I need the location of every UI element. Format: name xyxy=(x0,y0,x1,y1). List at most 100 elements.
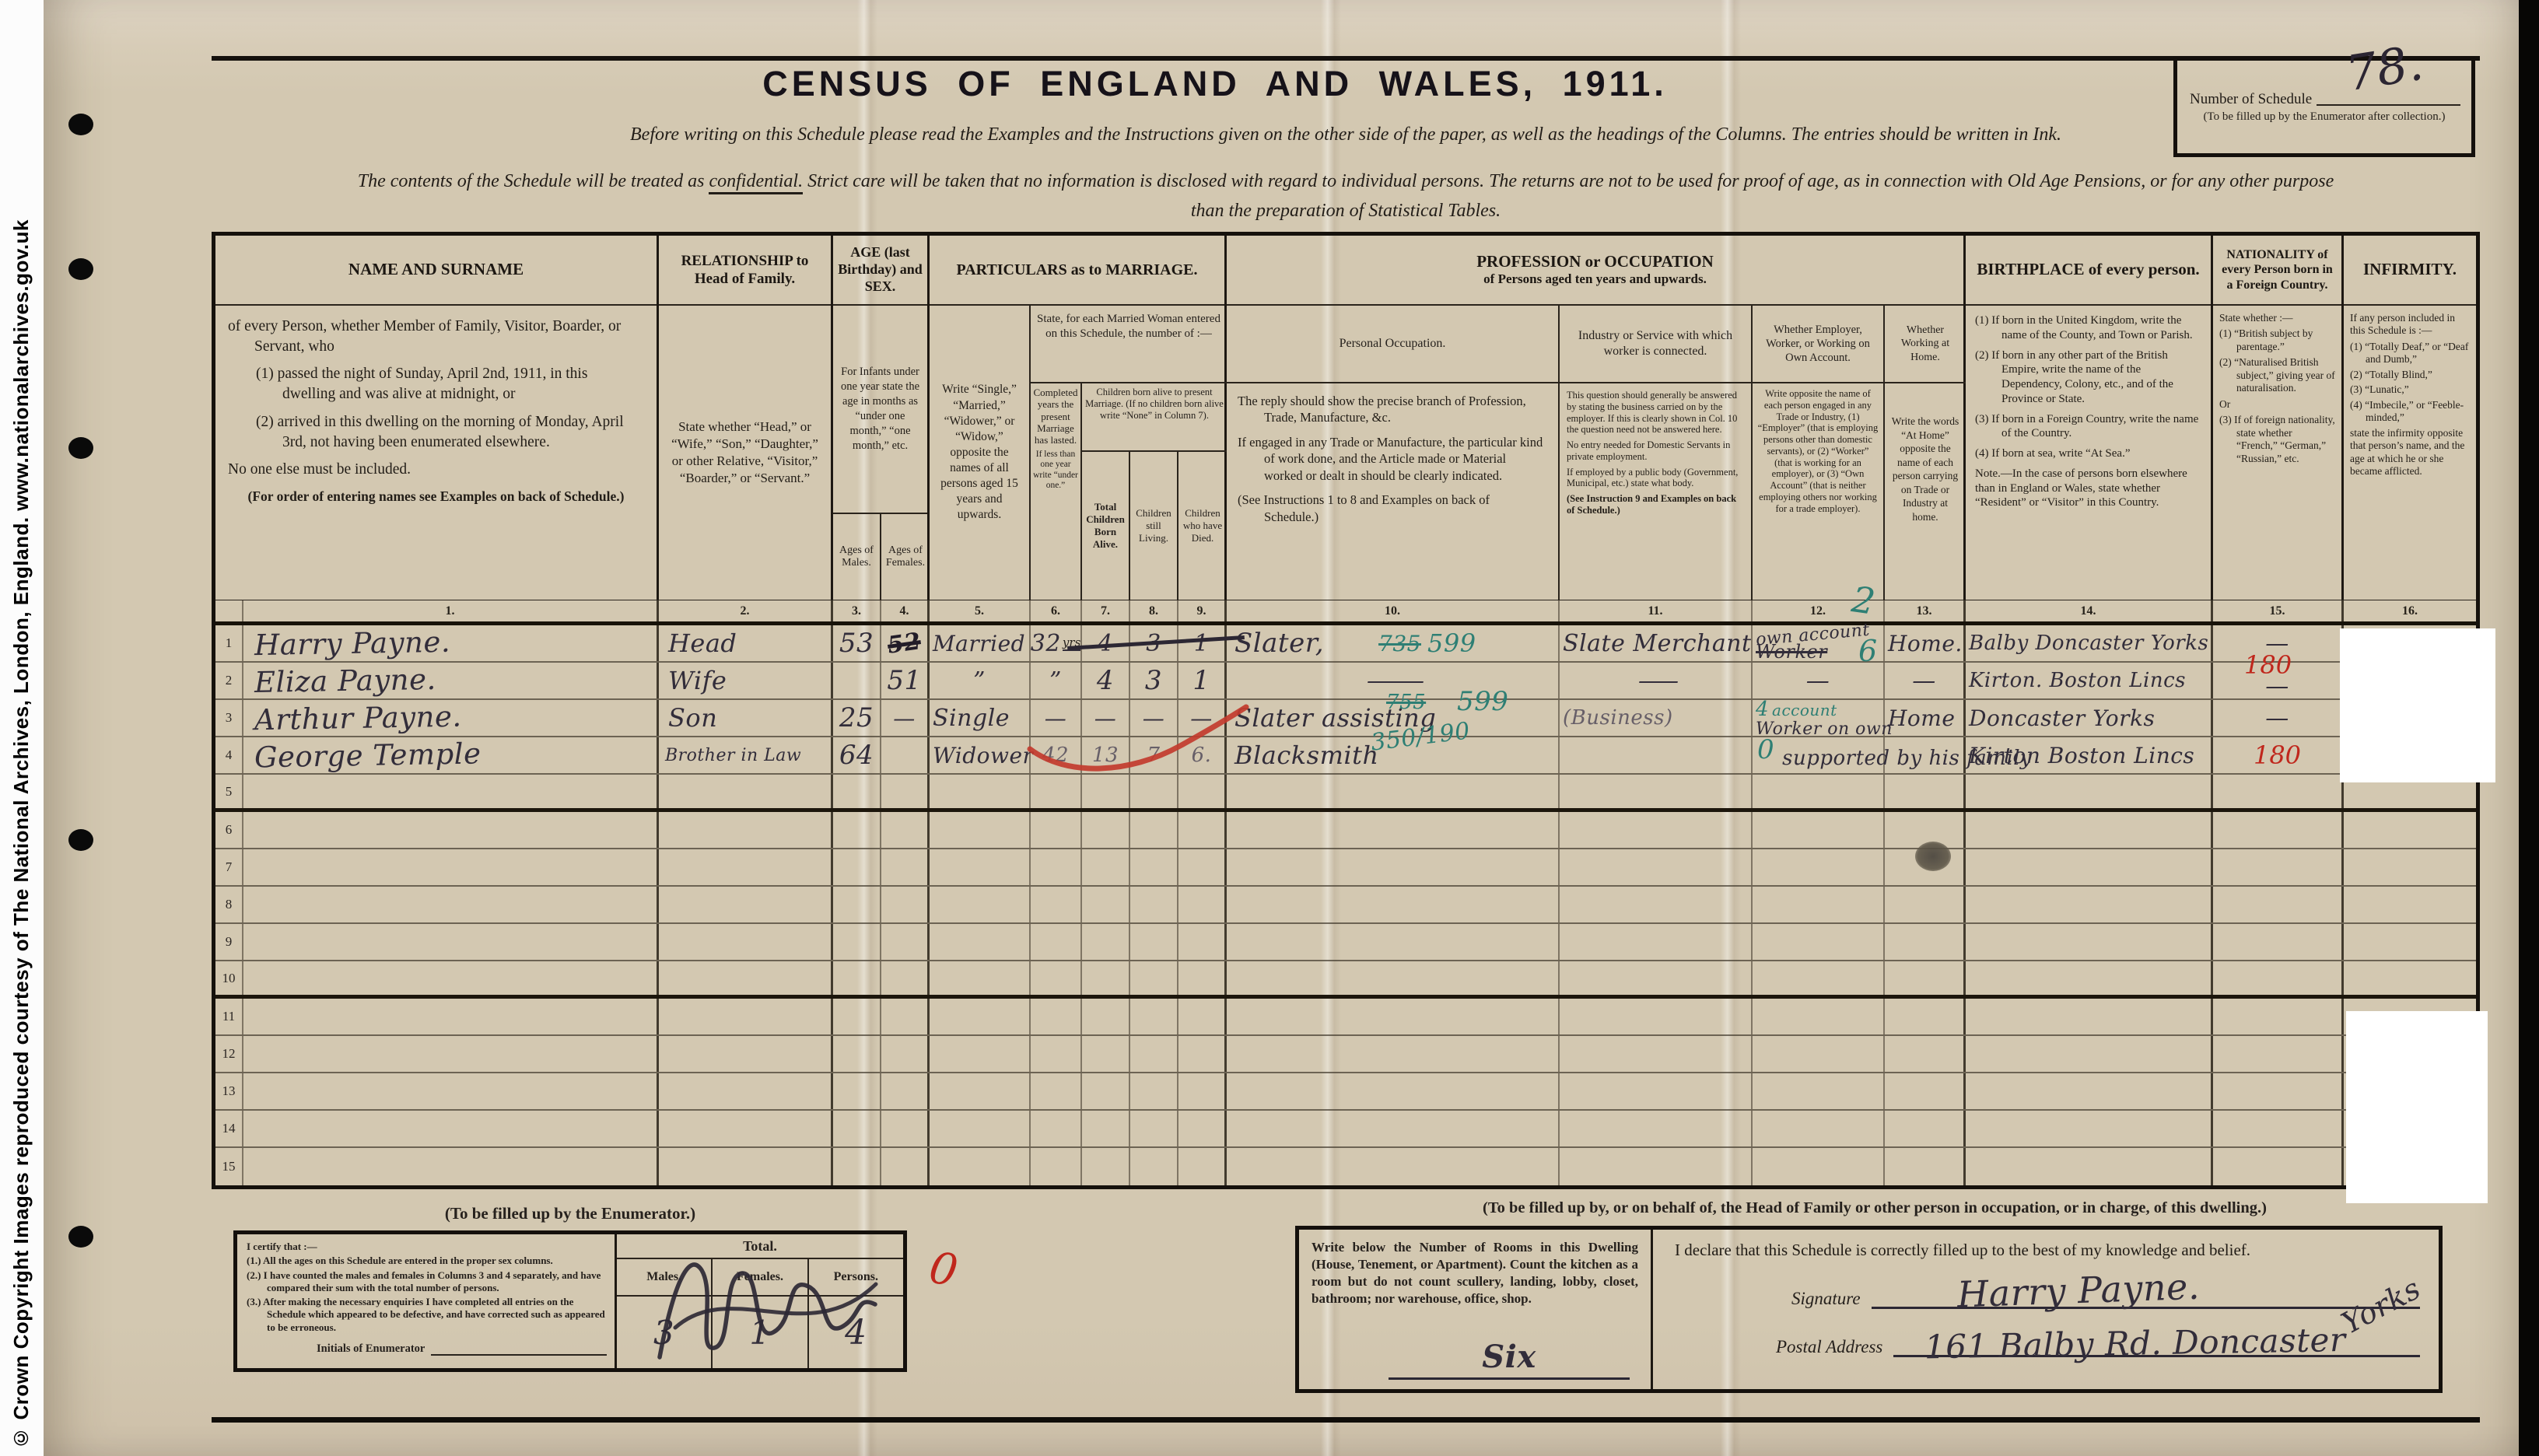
cell-c6 xyxy=(1031,1111,1082,1146)
cell-occupation: Slater, 735 599 xyxy=(1227,625,1560,661)
cell-c10 xyxy=(1227,1148,1560,1185)
cell-c2 xyxy=(659,1111,833,1146)
cell-c12 xyxy=(1753,1148,1885,1185)
column-number: 16. xyxy=(2402,604,2418,618)
cell-c1 xyxy=(243,1036,659,1072)
cell-c16 xyxy=(2344,812,2476,848)
entry-age-struck: 52 xyxy=(885,627,923,660)
cell-c2 xyxy=(659,849,833,885)
entry-years: 32 xyxy=(1030,629,1061,657)
column-number: 12. xyxy=(1753,600,1885,621)
column-number: 9. xyxy=(1178,600,1227,621)
entry-nationality: — xyxy=(2265,629,2289,657)
scan-white-patch xyxy=(2340,628,2495,782)
cell-c6 xyxy=(1031,812,1082,848)
marriage-title: PARTICULARS as to MARRIAGE. xyxy=(930,236,1224,306)
cell-c1 xyxy=(243,999,659,1034)
cell-occupation: ——— xyxy=(1227,663,1560,698)
schedule-number-label: Number of Schedule xyxy=(2190,91,2313,107)
entry-industry: (Business) xyxy=(1563,706,1673,730)
cell-age-females: 52 xyxy=(881,625,930,661)
cell-c13 xyxy=(1885,924,1966,960)
punch-hole xyxy=(68,114,93,135)
table-row: 9 xyxy=(215,924,2476,961)
table-row: 1 Harry Payne. Head 53 52 Married 32 yrs … xyxy=(215,621,2476,663)
cell-c4 xyxy=(881,961,930,995)
entry-at-home: Home. xyxy=(1888,630,1963,656)
entry-relationship: Son xyxy=(668,703,718,733)
declaration-box: Write below the Number of Rooms in this … xyxy=(1295,1226,2443,1393)
name-desc: of every Person, whether Member of Famil… xyxy=(228,318,622,355)
table-row: 11 xyxy=(215,999,2476,1036)
cell-nationality: 180 xyxy=(2213,737,2344,773)
col11-header: Industry or Service with which worker is… xyxy=(1560,306,1753,600)
cell-c9 xyxy=(1178,924,1227,960)
column-number: 11. xyxy=(1560,600,1753,621)
cell-c7 xyxy=(1082,812,1130,848)
cell-c6 xyxy=(1031,1073,1082,1109)
instruction-line-1: Before writing on this Schedule please r… xyxy=(630,124,2061,145)
infirmity-desc: If any person included in this Schedule … xyxy=(2350,312,2455,337)
cell-industry xyxy=(1560,737,1753,773)
cell-c14 xyxy=(1966,1073,2213,1109)
cell-c9 xyxy=(1178,887,1227,922)
cell-marriage: Single xyxy=(930,700,1031,736)
cell-c14 xyxy=(1966,1111,2213,1146)
relationship-title: RELATIONSHIP to Head of Family. xyxy=(659,236,831,306)
cell-children-living: — xyxy=(1130,700,1178,736)
cell-c5 xyxy=(930,999,1031,1034)
employment-inserted: account xyxy=(1772,700,1837,719)
relationship-desc: State whether “Head,” or “Wife,” “Son,” … xyxy=(671,418,818,486)
rooms-value: Six xyxy=(1482,1339,1536,1375)
entry-name: Eliza Payne. xyxy=(254,662,437,699)
cell-c15 xyxy=(2213,924,2344,960)
cell-occupation: Slater assisting 755 599 xyxy=(1227,686,1560,736)
cell-c3 xyxy=(833,812,881,848)
col13-desc: Write the words “At Home” opposite the n… xyxy=(1891,415,1959,523)
cell-c4 xyxy=(881,1148,930,1185)
column-number: 15. xyxy=(2213,600,2344,621)
cell-c12 xyxy=(1753,775,1885,808)
table-row: 15 xyxy=(215,1148,2476,1185)
cell-c8 xyxy=(1130,999,1178,1034)
cell-c5 xyxy=(930,961,1031,995)
entry-industry: Slate Merchant xyxy=(1563,629,1752,657)
cell-c11 xyxy=(1560,1148,1753,1185)
entry-name: Arthur Payne. xyxy=(254,699,462,737)
entry-industry: —— xyxy=(1638,667,1679,695)
row-number: 6 xyxy=(215,812,243,848)
infirmity-desc: (4) “Imbecile,” or “Feeble-minded,” xyxy=(2350,398,2464,424)
cell-c1 xyxy=(243,1148,659,1185)
cell-c15 xyxy=(2213,812,2344,848)
cell-birthplace: Doncaster Yorks xyxy=(1966,700,2213,736)
cell-c13 xyxy=(1885,1073,1966,1109)
entry-marriage: Single xyxy=(933,704,1010,732)
nationality-desc: (1) “British subject by parentage.” xyxy=(2219,327,2313,352)
schedule-number-box: Number of Schedule (To be filled up by t… xyxy=(2173,34,2475,157)
cell-c1 xyxy=(243,924,659,960)
cell-c3 xyxy=(833,999,881,1034)
ages-males-label: Ages of Males. xyxy=(833,514,881,600)
entry-died: — xyxy=(1190,705,1213,731)
cell-c3 xyxy=(833,775,881,808)
cell-c16 xyxy=(2344,924,2476,960)
cell-c12 xyxy=(1753,1073,1885,1109)
cell-age-males: 64 xyxy=(833,737,881,773)
column-number: 4. xyxy=(881,600,930,621)
cell-c1 xyxy=(243,887,659,922)
cell-employment: 0 supported by his family xyxy=(1753,734,2032,773)
cell-years-married: 32 yrs xyxy=(1031,625,1082,661)
row-number: 4 xyxy=(215,737,243,773)
cell-marriage: Widower xyxy=(930,737,1033,773)
cell-c9 xyxy=(1178,999,1227,1034)
birthplace-title: BIRTHPLACE of every person. xyxy=(1966,236,2211,306)
cell-industry: Slate Merchant xyxy=(1560,625,1753,661)
column-number: 5. xyxy=(930,600,1031,621)
cell-c12 xyxy=(1753,999,1885,1034)
name-desc: (For order of entering names see Example… xyxy=(247,488,625,505)
cell-children-died: 6. xyxy=(1178,737,1227,773)
row-number: 2 xyxy=(215,663,243,698)
table-row: 14 xyxy=(215,1111,2476,1148)
enumerator-heading: (To be filled up by the Enumerator.) xyxy=(444,1204,696,1223)
entry-living: — xyxy=(1142,705,1165,731)
